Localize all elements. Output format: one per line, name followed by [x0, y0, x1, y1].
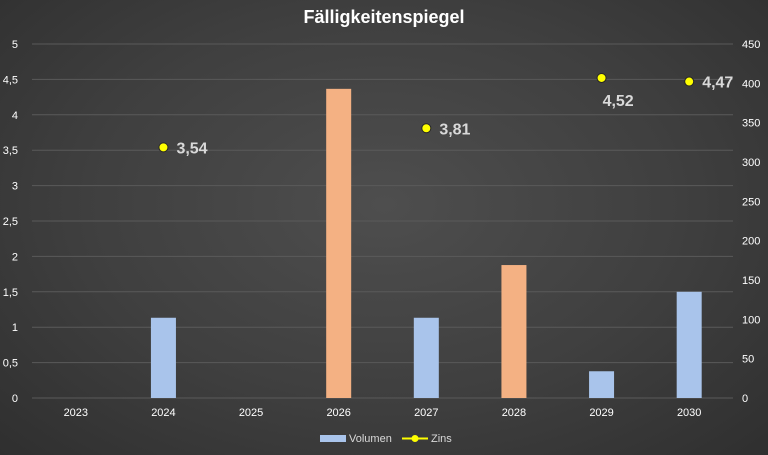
- right-tick-label: 150: [742, 275, 760, 287]
- volumen-bar-2027: [413, 317, 439, 398]
- left-tick-label: 4,5: [3, 74, 18, 86]
- right-tick-label: 400: [742, 78, 760, 90]
- legend-zins-label: Zins: [431, 433, 452, 445]
- right-tick-label: 50: [742, 354, 754, 366]
- right-tick-label: 450: [742, 39, 760, 51]
- volumen-bar-2029: [589, 371, 615, 398]
- left-tick-label: 0: [12, 393, 18, 405]
- zins-point-2027: [421, 123, 432, 134]
- volumen-bar-2030: [676, 291, 702, 398]
- right-tick-label: 200: [742, 236, 760, 248]
- x-tick-label: 2023: [64, 407, 88, 419]
- volumen-bars: [150, 88, 702, 398]
- left-tick-label: 1: [12, 322, 18, 334]
- left-tick-label: 0,5: [3, 358, 18, 370]
- legend: Volumen Zins: [320, 433, 452, 445]
- x-tick-label: 2029: [589, 407, 613, 419]
- legend-volumen-label: Volumen: [349, 433, 392, 445]
- zins-data-label: 3,81: [439, 121, 470, 138]
- left-tick-label: 2,5: [3, 216, 18, 228]
- x-tick-label: 2026: [326, 407, 350, 419]
- zins-point-2030: [684, 76, 695, 87]
- volumen-bar-2026: [326, 88, 352, 398]
- zins-data-label: 4,52: [603, 93, 634, 110]
- x-axis: 2023 2024 2025 2026 2027 2028 2029 2030: [64, 407, 702, 419]
- legend-zins-marker: [411, 435, 419, 442]
- x-tick-label: 2028: [502, 407, 526, 419]
- right-tick-label: 300: [742, 157, 760, 169]
- right-tick-label: 250: [742, 196, 760, 208]
- x-tick-label: 2027: [414, 407, 438, 419]
- right-tick-label: 100: [742, 314, 760, 326]
- volumen-bar-2028: [501, 265, 527, 398]
- zins-data-label: 4,47: [702, 75, 733, 92]
- legend-volumen-swatch: [320, 435, 346, 442]
- zins-points: 3,54 3,81 4,52 4,47: [158, 72, 733, 157]
- zins-point-2024: [158, 142, 169, 153]
- x-tick-label: 2024: [151, 407, 175, 419]
- volumen-bar-2024: [150, 317, 176, 398]
- x-tick-label: 2030: [677, 407, 701, 419]
- right-tick-label: 350: [742, 118, 760, 130]
- left-axis: 0 0,5 1 1,5 2 2,5 3 3,5 4 4,5 5: [3, 39, 18, 405]
- x-tick-label: 2025: [239, 407, 263, 419]
- chart-title: Fälligkeitenspiegel: [303, 7, 464, 27]
- right-tick-label: 0: [742, 393, 748, 405]
- left-tick-label: 5: [12, 39, 18, 51]
- left-tick-label: 1,5: [3, 287, 18, 299]
- left-tick-label: 3,5: [3, 145, 18, 157]
- zins-data-label: 3,54: [176, 140, 207, 157]
- zins-point-2029: [596, 72, 607, 83]
- left-tick-label: 4: [12, 110, 18, 122]
- right-axis: 0 50 100 150 200 250 300 350 400 450: [742, 39, 760, 405]
- left-tick-label: 3: [12, 181, 18, 193]
- gridlines: [32, 43, 733, 399]
- left-tick-label: 2: [12, 251, 18, 263]
